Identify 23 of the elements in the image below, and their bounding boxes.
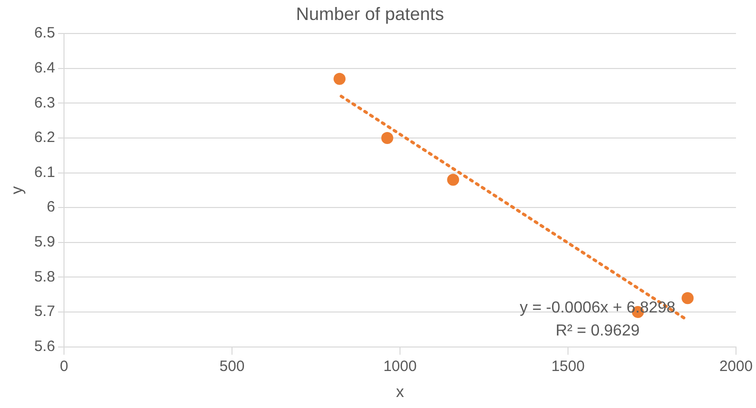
x-tick-label: 1500 (551, 358, 585, 375)
x-tick-label: 2000 (719, 358, 753, 375)
y-tick-label: 6.5 (34, 24, 56, 42)
y-tick-label: 6.2 (34, 129, 56, 146)
y-axis-title: y (9, 186, 26, 194)
annotation: R² = 0.9629 (556, 322, 640, 340)
x-tick-label: 1000 (383, 358, 417, 375)
chart-title: Number of patents (296, 4, 444, 24)
y-tick-label: 5.6 (34, 338, 56, 355)
y-tick-label: 5.9 (34, 234, 56, 251)
x-tick-label: 500 (220, 358, 245, 375)
x-axis-title: x (396, 384, 404, 401)
y-tick-label: 5.8 (34, 268, 56, 286)
point (447, 174, 460, 186)
y-tick-label: 5.7 (34, 303, 56, 320)
y-tick-label: 6 (46, 198, 56, 216)
point (682, 292, 694, 304)
y-tick-label: 6.4 (34, 60, 56, 77)
y-tick-label: 6.1 (34, 164, 56, 181)
point (381, 132, 394, 144)
y-tick-label: 6.3 (34, 94, 56, 112)
x-tick-label: 0 (60, 358, 68, 375)
point (334, 72, 346, 85)
